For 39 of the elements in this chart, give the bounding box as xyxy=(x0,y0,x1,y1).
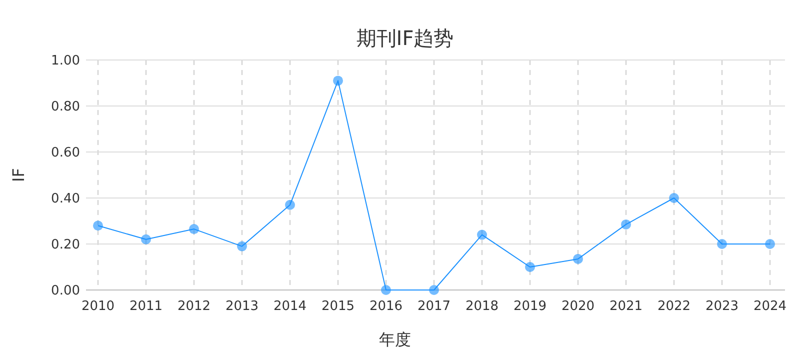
y-tick-label: 0.40 xyxy=(51,192,80,207)
y-tick-label: 1.00 xyxy=(51,54,80,69)
x-tick-label: 2023 xyxy=(705,299,739,314)
x-tick-label: 2016 xyxy=(369,299,403,314)
chart-title: 期刊IF趋势 xyxy=(356,26,454,50)
point xyxy=(93,220,103,231)
point xyxy=(717,239,727,249)
x-tick-label: 2024 xyxy=(753,299,787,314)
point xyxy=(669,193,679,203)
x-tick-label: 2015 xyxy=(321,299,355,314)
x-tick-label: 2017 xyxy=(417,299,451,314)
point xyxy=(237,241,247,252)
point xyxy=(525,262,535,272)
x-tick-label: 2013 xyxy=(225,299,259,314)
x-tick-label: 2020 xyxy=(561,299,595,314)
point xyxy=(141,234,151,244)
point xyxy=(429,285,439,295)
x-tick-label: 2010 xyxy=(81,299,115,314)
x-tick-label: 2014 xyxy=(273,299,307,314)
x-tick-label: 2021 xyxy=(609,299,643,314)
point xyxy=(285,200,295,210)
x-axis-title: 年度 xyxy=(379,330,411,349)
y-tick-label: 0.00 xyxy=(51,284,80,299)
x-tick-label: 2022 xyxy=(657,299,691,314)
point xyxy=(189,224,199,234)
y-tick-label: 0.60 xyxy=(51,146,80,161)
y-tick-label: 0.20 xyxy=(51,238,80,253)
point xyxy=(477,230,487,240)
point xyxy=(573,254,583,264)
x-tick-label: 2011 xyxy=(129,299,163,314)
point xyxy=(621,219,631,230)
point xyxy=(381,285,391,295)
x-tick-label: 2012 xyxy=(177,299,211,314)
x-tick-label: 2019 xyxy=(513,299,547,314)
x-tick-label: 2018 xyxy=(465,299,499,314)
y-tick-label: 0.80 xyxy=(51,100,80,115)
point xyxy=(765,239,775,249)
y-axis-title: IF xyxy=(9,168,28,182)
point xyxy=(333,76,343,86)
